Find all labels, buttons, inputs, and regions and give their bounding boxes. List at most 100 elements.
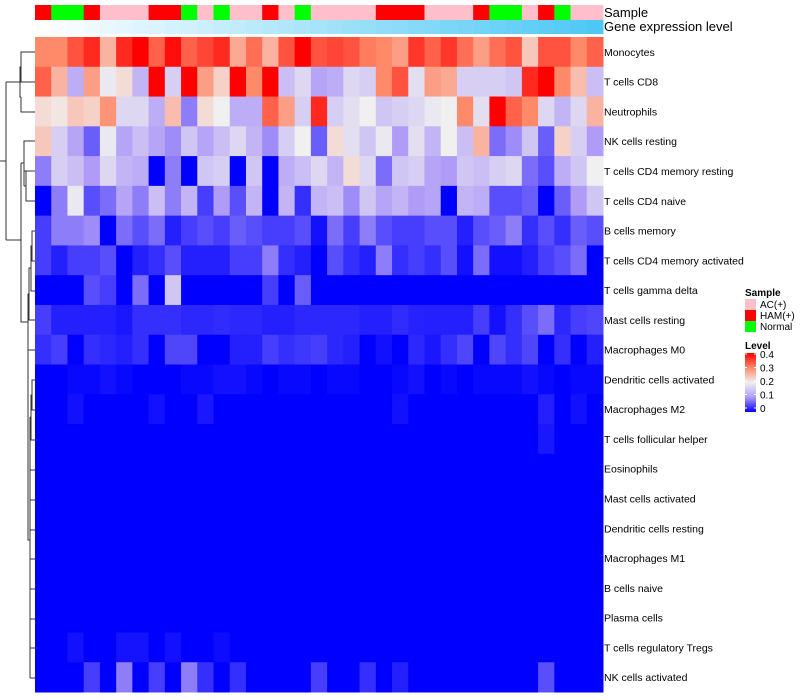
heatmap-cell bbox=[51, 96, 68, 127]
heatmap-cell bbox=[343, 156, 361, 187]
heatmap-cell bbox=[489, 364, 507, 395]
heatmap-cell bbox=[181, 394, 198, 425]
heatmap-cell bbox=[148, 602, 166, 633]
heatmap-cell bbox=[408, 156, 425, 187]
heatmap-cell bbox=[148, 483, 166, 514]
sample-annotation-cell bbox=[294, 5, 312, 20]
heatmap-cell bbox=[489, 572, 507, 604]
heatmap-cell bbox=[132, 632, 150, 663]
heatmap-cell bbox=[408, 185, 425, 217]
sample-annotation-cell bbox=[99, 5, 117, 20]
heatmap-cell bbox=[229, 572, 247, 604]
heatmap-cell bbox=[570, 96, 588, 127]
heatmap-cell bbox=[505, 245, 523, 276]
heatmap-cell bbox=[278, 156, 296, 187]
gene-annotation-cell bbox=[262, 20, 279, 34]
heatmap-cell bbox=[213, 543, 231, 574]
heatmap-cell bbox=[392, 424, 409, 455]
heatmap-cell bbox=[359, 66, 377, 98]
heatmap-cell bbox=[408, 275, 425, 306]
heatmap-cell bbox=[375, 483, 393, 514]
heatmap-cell bbox=[229, 245, 247, 276]
sample-annotation-cell bbox=[164, 5, 182, 20]
heatmap-cell bbox=[538, 37, 555, 68]
heatmap-cell bbox=[343, 126, 361, 157]
heatmap-cell bbox=[375, 394, 393, 425]
heatmap-cell bbox=[197, 602, 215, 633]
heatmap-cell bbox=[132, 96, 150, 127]
heatmap-cell bbox=[327, 37, 344, 68]
heatmap-cell bbox=[278, 632, 296, 663]
heatmap-cell bbox=[440, 424, 458, 455]
heatmap-cell bbox=[262, 215, 279, 246]
heatmap-cell bbox=[294, 126, 312, 157]
heatmap-cell bbox=[245, 364, 263, 395]
heatmap-cell bbox=[554, 275, 572, 306]
heatmap-cell bbox=[294, 185, 312, 217]
gene-annotation-cell bbox=[99, 20, 117, 34]
sample-annotation-cell bbox=[116, 5, 133, 20]
heatmap-cell bbox=[359, 424, 377, 455]
heatmap-cell bbox=[262, 96, 279, 127]
heatmap-cell bbox=[132, 215, 150, 246]
heatmap-cell bbox=[375, 632, 393, 663]
row-label: T cells CD4 naive bbox=[604, 196, 686, 208]
sample-annotation-cell bbox=[489, 5, 507, 20]
heatmap-cell bbox=[213, 394, 231, 425]
heatmap-cell bbox=[83, 37, 101, 68]
heatmap-cell bbox=[586, 572, 604, 604]
heatmap-cell bbox=[262, 304, 279, 336]
heatmap-cell bbox=[310, 156, 328, 187]
heatmap-cell bbox=[197, 662, 215, 693]
heatmap-cell bbox=[505, 96, 523, 127]
sample-annotation-cell bbox=[375, 5, 393, 20]
row-label: Macrophages M2 bbox=[604, 404, 685, 416]
gene-annotation-cell bbox=[278, 20, 296, 34]
heatmap-cell bbox=[132, 334, 150, 365]
heatmap-cell bbox=[456, 483, 474, 514]
gene-annotation-cell bbox=[116, 20, 133, 34]
heatmap-cell bbox=[489, 513, 507, 544]
heatmap-cell bbox=[408, 215, 425, 246]
heatmap-cell bbox=[213, 513, 231, 544]
heatmap-cell bbox=[181, 126, 198, 157]
heatmap-cell bbox=[99, 245, 117, 276]
heatmap-cell bbox=[538, 245, 555, 276]
heatmap-cell bbox=[213, 245, 231, 276]
heatmap-cell bbox=[424, 304, 442, 336]
heatmap-cell bbox=[278, 37, 296, 68]
heatmap-cell bbox=[440, 483, 458, 514]
heatmap-cell bbox=[327, 304, 344, 336]
heatmap-cell bbox=[213, 572, 231, 604]
heatmap-cell bbox=[132, 185, 150, 217]
heatmap-cell bbox=[440, 364, 458, 395]
heatmap-cell bbox=[424, 513, 442, 544]
heatmap-cell bbox=[164, 513, 182, 544]
heatmap-cell bbox=[67, 483, 85, 514]
heatmap-cell bbox=[586, 37, 604, 68]
gene-annotation-cell bbox=[424, 20, 442, 34]
heatmap-cell bbox=[132, 602, 150, 633]
heatmap-cell bbox=[538, 632, 555, 663]
heatmap-cell bbox=[327, 572, 344, 604]
heatmap-cell bbox=[473, 185, 490, 217]
heatmap-cell bbox=[554, 304, 572, 336]
heatmap-cell bbox=[538, 453, 555, 485]
heatmap-cell bbox=[132, 543, 150, 574]
heatmap-cell bbox=[197, 483, 215, 514]
heatmap-cell bbox=[310, 632, 328, 663]
gene-annotation-cell bbox=[245, 20, 263, 34]
heatmap-cell bbox=[505, 572, 523, 604]
heatmap-cell bbox=[262, 245, 279, 276]
heatmap-cell bbox=[35, 96, 52, 127]
sample-annotation-cell bbox=[310, 5, 328, 20]
heatmap-cell bbox=[245, 424, 263, 455]
sample-annotation-cell bbox=[327, 5, 344, 20]
heatmap-cell bbox=[229, 96, 247, 127]
heatmap-cell bbox=[278, 364, 296, 395]
heatmap-cell bbox=[440, 394, 458, 425]
heatmap-cell bbox=[35, 364, 52, 395]
heatmap-cell bbox=[505, 156, 523, 187]
heatmap-cell bbox=[489, 334, 507, 365]
heatmap-cell bbox=[570, 424, 588, 455]
